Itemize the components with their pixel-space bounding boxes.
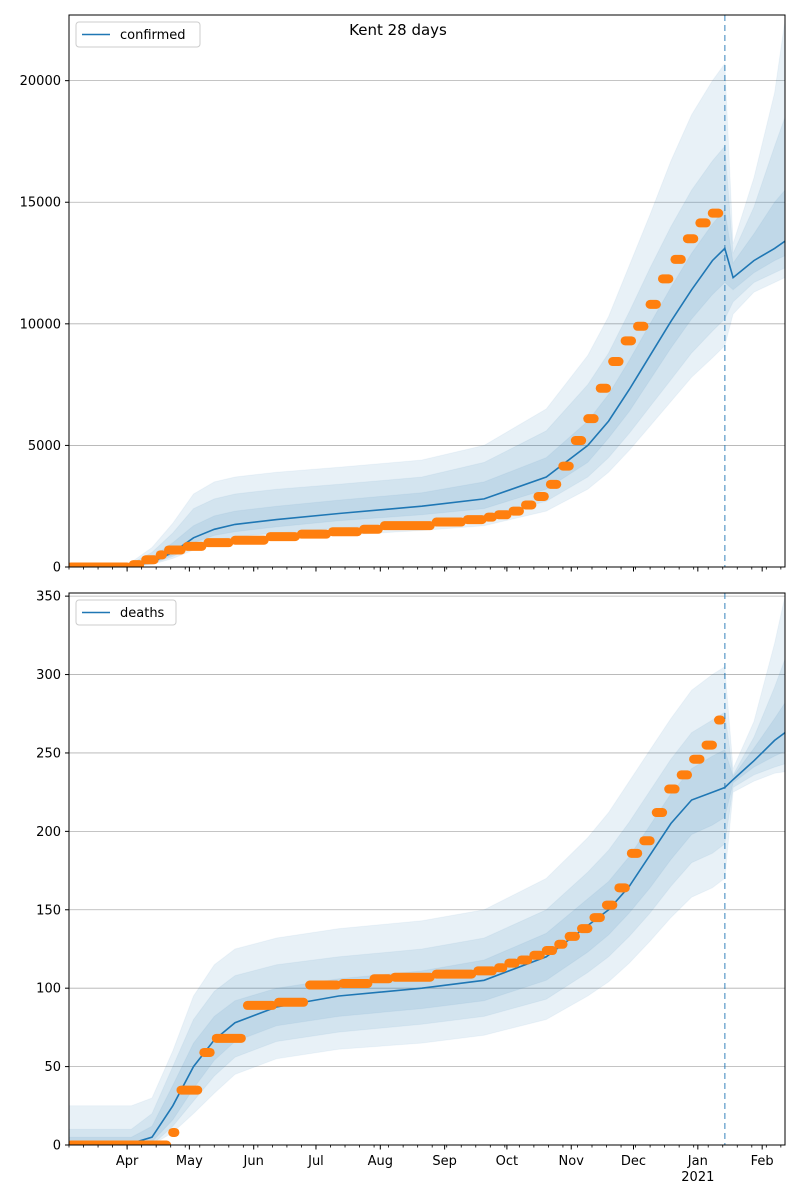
y-tick-label: 150 <box>36 903 61 918</box>
y-tick-label: 300 <box>36 668 61 683</box>
plot-area <box>69 15 785 567</box>
x-tick-label: Nov <box>559 1154 585 1169</box>
y-tick-label: 100 <box>36 982 61 997</box>
y-tick-label: 200 <box>36 825 61 840</box>
x-tick-label: Aug <box>368 1154 393 1169</box>
axes-frame <box>68 592 786 1146</box>
x-tick-label: Apr <box>116 1154 139 1169</box>
legend-box <box>75 21 201 48</box>
chart-panel-0: 0 5000 10000 15000 20000 Kent 28 days confirme… <box>20 14 786 576</box>
y-tick-label: 0 <box>53 1139 61 1154</box>
uncertainty-band-2 <box>69 189 785 567</box>
x-tick-label: Jun <box>243 1154 264 1169</box>
legend-label: deaths <box>120 606 165 621</box>
x-tick-label: Feb <box>751 1154 774 1169</box>
y-tick-label: 20000 <box>20 74 61 89</box>
y-tick-label: 15000 <box>20 196 61 211</box>
axes-frame <box>68 14 786 568</box>
legend-box <box>75 599 177 626</box>
x-tick-label: Sep <box>432 1154 457 1169</box>
y-tick-label: 250 <box>36 746 61 761</box>
x-tick-label: Dec <box>621 1154 646 1169</box>
y-tick-label: 350 <box>36 590 61 605</box>
x-tick-label: Jul <box>307 1154 324 1169</box>
y-tick-label: 5000 <box>28 439 61 454</box>
x-tick-label: Jan <box>687 1154 708 1169</box>
plot-area <box>69 593 785 1145</box>
x-tick-label: Oct <box>496 1154 518 1169</box>
y-tick-label: 50 <box>44 1060 61 1075</box>
x-tick-label: May <box>176 1154 203 1169</box>
uncertainty-band-2 <box>69 701 785 1145</box>
y-tick-label: 0 <box>53 561 61 576</box>
legend-label: confirmed <box>120 28 186 43</box>
x-year-label: 2021 <box>681 1170 714 1185</box>
y-tick-label: 10000 <box>20 317 61 332</box>
chart-panel-1: 0 50 100 150 200 250 300 350 Apr May Jun Jul Aug Sep O… <box>36 590 786 1185</box>
chart-title: Kent 28 days <box>349 21 447 39</box>
uncertainty-band-1 <box>69 658 785 1145</box>
